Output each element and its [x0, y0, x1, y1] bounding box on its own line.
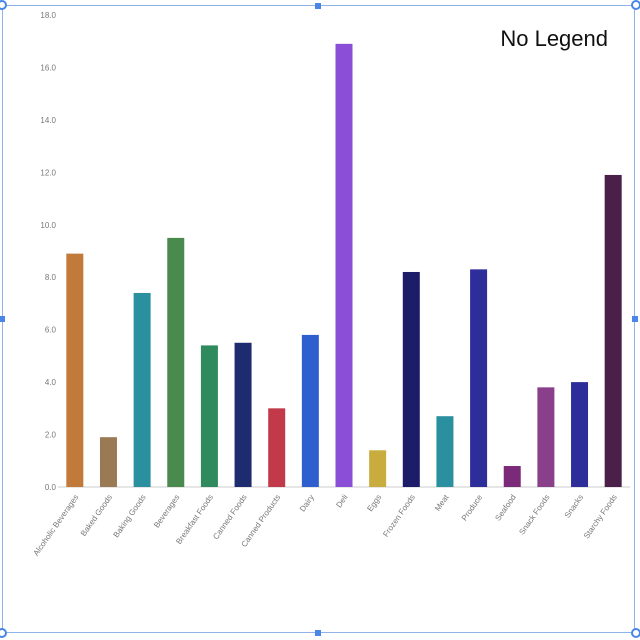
y-tick-label: 4.0	[45, 378, 57, 387]
bar-snack-foods[interactable]	[537, 387, 555, 487]
bar-seafood[interactable]	[503, 466, 521, 487]
y-tick-label: 18.0	[40, 11, 56, 20]
x-tick-label: Baked Goods	[79, 493, 114, 538]
y-tick-label: 8.0	[45, 273, 57, 282]
bar-produce[interactable]	[470, 269, 488, 487]
bar-breakfast-foods[interactable]	[200, 345, 218, 487]
bar-dairy[interactable]	[301, 334, 319, 487]
bar-baked-goods[interactable]	[99, 437, 117, 487]
bar-snacks[interactable]	[571, 382, 589, 487]
bar-canned-products[interactable]	[268, 408, 286, 487]
bar-canned-foods[interactable]	[234, 342, 252, 487]
y-tick-label: 6.0	[45, 326, 57, 335]
bar-eggs[interactable]	[369, 450, 387, 487]
resize-handle-top-left[interactable]	[0, 0, 7, 10]
bar-beverages[interactable]	[167, 237, 185, 487]
bar-baking-goods[interactable]	[133, 292, 151, 487]
bar-starchy-foods[interactable]	[604, 174, 622, 487]
bar-alcoholic-beverages[interactable]	[66, 253, 84, 487]
y-tick-label: 12.0	[40, 168, 56, 177]
x-tick-label: Canned Foods	[211, 493, 248, 541]
resize-handle-top[interactable]	[315, 3, 321, 9]
x-tick-label: Breakfast Foods	[174, 493, 215, 546]
bar-frozen-foods[interactable]	[402, 271, 420, 487]
x-tick-label: Produce	[460, 493, 485, 523]
y-tick-label: 10.0	[40, 221, 56, 230]
bar-meat[interactable]	[436, 416, 454, 487]
x-tick-label: Snack Foods	[517, 493, 551, 536]
x-tick-label: Alcoholic Beverages	[32, 493, 81, 558]
x-tick-label: Eggs	[365, 493, 383, 513]
y-tick-label: 0.0	[45, 483, 57, 492]
x-tick-label: Baking Goods	[112, 493, 148, 539]
y-tick-label: 16.0	[40, 63, 56, 72]
x-tick-label: Dairy	[298, 493, 316, 513]
x-tick-label: Snacks	[563, 493, 585, 520]
bar-deli[interactable]	[335, 43, 353, 487]
resize-handle-right[interactable]	[632, 316, 638, 322]
no-legend-annotation: No Legend	[500, 26, 608, 51]
x-tick-label: Beverages	[152, 493, 181, 529]
resize-handle-left[interactable]	[0, 316, 5, 322]
resize-handle-bottom-left[interactable]	[0, 628, 7, 638]
x-tick-label: Deli	[334, 493, 349, 510]
x-tick-label: Frozen Foods	[381, 493, 417, 539]
y-tick-label: 2.0	[45, 431, 57, 440]
y-tick-label: 14.0	[40, 116, 56, 125]
x-tick-label: Starchy Foods	[582, 493, 619, 540]
x-tick-label: Meat	[433, 492, 451, 512]
x-tick-label: Seafood	[493, 493, 517, 523]
resize-handle-bottom[interactable]	[315, 630, 321, 636]
